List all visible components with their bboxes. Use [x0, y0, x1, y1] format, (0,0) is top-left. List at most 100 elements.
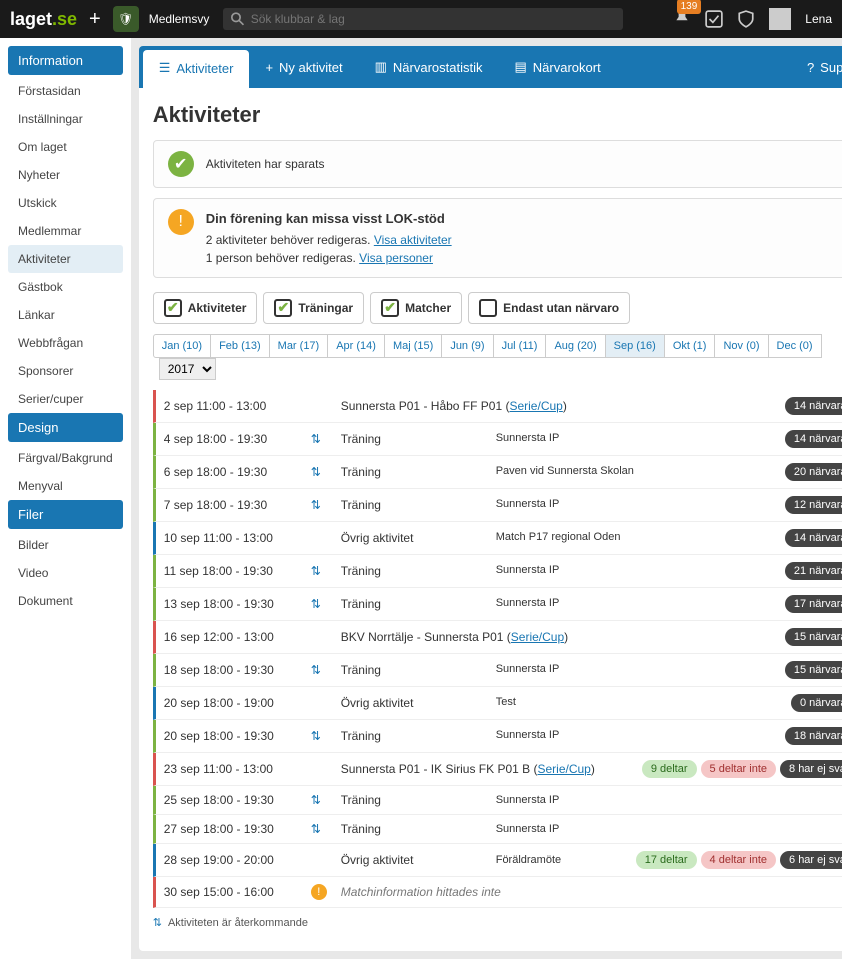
- team-badge-icon[interactable]: 🛡: [113, 6, 139, 32]
- filter-activities[interactable]: ✔ Aktiviteter: [153, 292, 258, 324]
- activity-row[interactable]: 7 sep 18:00 - 19:30⇅TräningSunnersta IP1…: [153, 489, 842, 522]
- month-button[interactable]: Aug (20): [546, 334, 605, 358]
- month-button[interactable]: Jul (11): [494, 334, 547, 358]
- filter-trainings[interactable]: ✔ Träningar: [263, 292, 364, 324]
- row-type: Träning: [341, 729, 496, 743]
- activity-row[interactable]: 16 sep 12:00 - 13:00BKV Norrtälje - Sunn…: [153, 621, 842, 654]
- row-type: Träning: [341, 822, 496, 836]
- row-time: 13 sep 18:00 - 19:30: [156, 597, 311, 611]
- month-button[interactable]: Feb (13): [211, 334, 270, 358]
- row-time: 23 sep 11:00 - 13:00: [156, 762, 311, 776]
- logo[interactable]: laget.se: [10, 9, 77, 30]
- activity-row[interactable]: 28 sep 19:00 - 20:00Övrig aktivitetFöräl…: [153, 844, 842, 877]
- row-location: Sunnersta IP: [496, 822, 636, 836]
- activity-row[interactable]: 30 sep 15:00 - 16:00!Matchinformation hi…: [153, 877, 842, 908]
- membership-view[interactable]: Medlemsvy: [149, 12, 210, 26]
- recurring-icon: ⇅: [153, 916, 162, 929]
- filter-only-no-attendance[interactable]: Endast utan närvaro: [468, 292, 630, 324]
- list-icon: ☰: [159, 60, 171, 76]
- sidebar-item[interactable]: Nyheter: [8, 161, 123, 189]
- activity-row[interactable]: 18 sep 18:00 - 19:30⇅TräningSunnersta IP…: [153, 654, 842, 687]
- row-icon: ⇅: [311, 822, 341, 836]
- month-button[interactable]: Nov (0): [715, 334, 768, 358]
- activity-row[interactable]: 6 sep 18:00 - 19:30⇅TräningPaven vid Sun…: [153, 456, 842, 489]
- month-button[interactable]: Okt (1): [665, 334, 716, 358]
- serie-link[interactable]: Serie/Cup: [511, 630, 564, 644]
- row-badges: 0 närvarade: [791, 694, 842, 712]
- year-select[interactable]: 2017: [159, 358, 216, 380]
- sidebar-item[interactable]: Inställningar: [8, 105, 123, 133]
- notification-bell[interactable]: 139: [673, 9, 691, 30]
- sidebar-item[interactable]: Utskick: [8, 189, 123, 217]
- row-time: 16 sep 12:00 - 13:00: [156, 630, 311, 644]
- sidebar-header: Filer: [8, 500, 123, 529]
- recurring-icon: ⇅: [311, 822, 321, 836]
- row-icon: ⇅: [311, 597, 341, 611]
- month-button[interactable]: Jun (9): [442, 334, 493, 358]
- activity-row[interactable]: 4 sep 18:00 - 19:30⇅TräningSunnersta IP1…: [153, 423, 842, 456]
- tab-support[interactable]: ? Support: [791, 48, 842, 87]
- attendance-badge: 4 deltar inte: [701, 851, 776, 869]
- search-input[interactable]: [251, 12, 616, 26]
- sidebar-item[interactable]: Om laget: [8, 133, 123, 161]
- month-button[interactable]: Maj (15): [385, 334, 442, 358]
- activity-row[interactable]: 11 sep 18:00 - 19:30⇅TräningSunnersta IP…: [153, 555, 842, 588]
- link-show-activities[interactable]: Visa aktiviteter: [374, 233, 452, 247]
- serie-link[interactable]: Serie/Cup: [509, 399, 562, 413]
- row-location: Föräldramöte: [496, 853, 636, 867]
- month-button[interactable]: Apr (14): [328, 334, 385, 358]
- checkbox-icon: ✔: [274, 299, 292, 317]
- activity-row[interactable]: 25 sep 18:00 - 19:30⇅TräningSunnersta IP: [153, 786, 842, 815]
- row-location: Sunnersta IP: [496, 728, 636, 742]
- row-badges: 18 närvarade: [785, 727, 842, 745]
- sidebar-item[interactable]: Gästbok: [8, 273, 123, 301]
- sidebar-item[interactable]: Bilder: [8, 531, 123, 559]
- sidebar-item[interactable]: Menyval: [8, 472, 123, 500]
- tab-new[interactable]: + Ny aktivitet: [249, 48, 358, 87]
- month-button[interactable]: Sep (16): [606, 334, 665, 358]
- filter-matches[interactable]: ✔ Matcher: [370, 292, 462, 324]
- sidebar-header: Design: [8, 413, 123, 442]
- row-time: 6 sep 18:00 - 19:30: [156, 465, 311, 479]
- saved-message: ✔ Aktiviteten har sparats: [153, 140, 842, 188]
- row-type: Träning: [341, 498, 496, 512]
- month-button[interactable]: Dec (0): [769, 334, 822, 358]
- plus-icon[interactable]: +: [89, 8, 101, 31]
- check-icon[interactable]: [705, 10, 723, 28]
- tab-activities[interactable]: ☰ Aktiviteter: [143, 50, 250, 88]
- sidebar-item[interactable]: Dokument: [8, 587, 123, 615]
- sidebar-item[interactable]: Serier/cuper: [8, 385, 123, 413]
- tab-card[interactable]: ▤ Närvarokort: [499, 47, 617, 87]
- activity-row[interactable]: 27 sep 18:00 - 19:30⇅TräningSunnersta IP: [153, 815, 842, 844]
- activity-row[interactable]: 13 sep 18:00 - 19:30⇅TräningSunnersta IP…: [153, 588, 842, 621]
- sidebar-item[interactable]: Webbfrågan: [8, 329, 123, 357]
- tab-activities-label: Aktiviteter: [176, 61, 233, 76]
- activity-row[interactable]: 23 sep 11:00 - 13:00Sunnersta P01 - IK S…: [153, 753, 842, 786]
- sidebar-item[interactable]: Aktiviteter: [8, 245, 123, 273]
- shield-icon[interactable]: [737, 10, 755, 28]
- sidebar-item[interactable]: Sponsorer: [8, 357, 123, 385]
- row-badges: 15 närvarade: [785, 661, 842, 679]
- page-title: Aktiviteter: [153, 102, 842, 128]
- activity-row[interactable]: 10 sep 11:00 - 13:00Övrig aktivitetMatch…: [153, 522, 842, 555]
- sidebar-item[interactable]: Länkar: [8, 301, 123, 329]
- tab-stats[interactable]: ▥ Närvarostatistik: [359, 47, 499, 87]
- activity-row[interactable]: 20 sep 18:00 - 19:30⇅TräningSunnersta IP…: [153, 720, 842, 753]
- month-button[interactable]: Jan (10): [153, 334, 211, 358]
- month-button[interactable]: Mar (17): [270, 334, 329, 358]
- avatar[interactable]: [769, 8, 791, 30]
- recurring-icon: ⇅: [311, 432, 321, 446]
- activity-row[interactable]: 20 sep 18:00 - 19:00Övrig aktivitetTest0…: [153, 687, 842, 720]
- search-box[interactable]: [223, 8, 623, 30]
- attendance-badge: 8 har ej svarat: [780, 760, 842, 778]
- link-show-persons[interactable]: Visa personer: [359, 251, 433, 265]
- row-time: 2 sep 11:00 - 13:00: [156, 399, 311, 413]
- sidebar-item[interactable]: Video: [8, 559, 123, 587]
- sidebar-item[interactable]: Medlemmar: [8, 217, 123, 245]
- warn-line1: 2 aktiviteter behöver redigeras.: [206, 233, 374, 247]
- sidebar-item[interactable]: Färgval/Bakgrund: [8, 444, 123, 472]
- activity-row[interactable]: 2 sep 11:00 - 13:00Sunnersta P01 - Håbo …: [153, 390, 842, 423]
- user-name[interactable]: Lena: [805, 12, 832, 26]
- sidebar-item[interactable]: Förstasidan: [8, 77, 123, 105]
- serie-link[interactable]: Serie/Cup: [537, 762, 590, 776]
